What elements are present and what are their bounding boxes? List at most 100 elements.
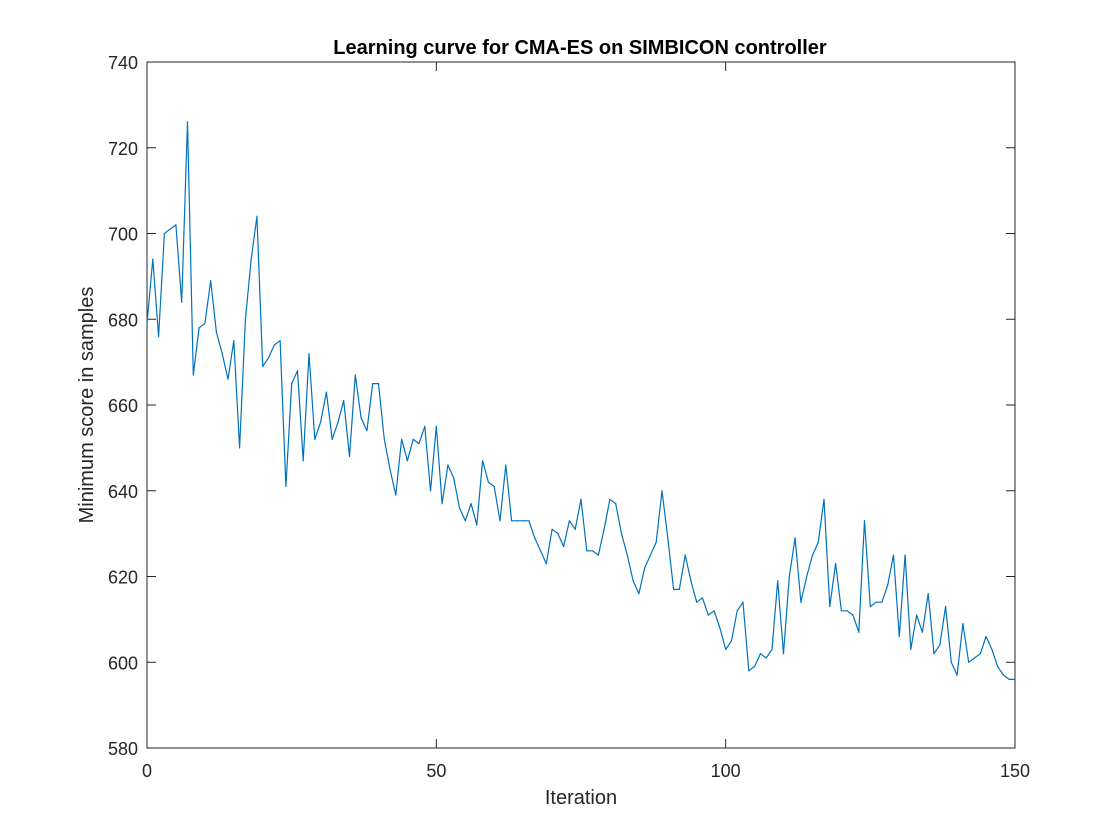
data-point (632, 580, 634, 582)
data-point (748, 670, 750, 672)
data-point (441, 503, 443, 505)
data-point (1008, 678, 1010, 681)
data-point (372, 382, 374, 385)
series-points-0 (146, 121, 1016, 681)
data-point (707, 614, 709, 616)
data-point (765, 657, 767, 659)
data-point (401, 438, 403, 440)
data-point (788, 575, 790, 578)
y-axis-label: Minimum score in samples (76, 287, 98, 524)
data-point (528, 520, 530, 522)
data-point (887, 584, 889, 586)
x-axis-label: Iteration (545, 787, 617, 809)
data-point (215, 331, 218, 333)
data-point (586, 550, 588, 552)
data-point (476, 524, 478, 526)
data-point (725, 648, 727, 650)
data-point (534, 537, 536, 539)
data-point (690, 580, 692, 582)
data-point (973, 657, 976, 659)
data-point (881, 601, 883, 603)
x-tick-label: 0 (142, 761, 152, 781)
data-point (464, 520, 466, 522)
data-point (563, 545, 565, 548)
x-tick-label: 150 (1000, 761, 1030, 781)
data-point (302, 460, 304, 462)
y-tick-label: 680 (108, 310, 138, 330)
data-point (794, 537, 796, 539)
data-point (429, 490, 432, 492)
data-point (672, 588, 675, 590)
data-point (435, 425, 437, 428)
x-tick-label: 50 (426, 761, 446, 781)
data-point (348, 455, 351, 458)
data-point (157, 335, 160, 337)
data-point (997, 665, 999, 668)
data-point (424, 425, 426, 428)
data-point (840, 610, 843, 612)
data-point (470, 503, 472, 505)
data-point (910, 648, 912, 650)
y-tick-label: 620 (108, 568, 138, 588)
data-point (557, 533, 559, 535)
data-point (678, 588, 680, 590)
data-point (227, 378, 229, 380)
data-point (482, 460, 484, 462)
data-point (458, 507, 461, 509)
data-point (777, 580, 779, 582)
data-point (904, 554, 906, 556)
data-point (412, 438, 414, 440)
data-point (331, 438, 333, 440)
data-point (250, 258, 252, 260)
data-point (644, 567, 646, 569)
data-point (447, 464, 449, 466)
data-point (256, 215, 258, 217)
data-point (210, 280, 212, 282)
data-point (603, 528, 605, 530)
data-point (823, 498, 825, 500)
data-point (152, 258, 154, 260)
data-point (389, 468, 391, 470)
data-point (863, 520, 866, 522)
data-point (759, 653, 761, 655)
data-point (933, 653, 935, 655)
data-point (800, 601, 802, 603)
data-point (754, 665, 756, 668)
data-point (713, 610, 715, 612)
data-point (198, 327, 200, 329)
data-point (499, 520, 501, 522)
data-point (493, 485, 495, 488)
data-point (638, 593, 640, 595)
data-point (395, 494, 397, 496)
data-point (285, 485, 287, 488)
data-point (771, 648, 773, 650)
data-point (927, 593, 929, 595)
data-point (962, 623, 964, 625)
data-point (875, 601, 877, 603)
data-point (979, 653, 981, 655)
data-point (233, 340, 235, 342)
data-point (192, 374, 194, 376)
data-point (626, 554, 628, 556)
data-point (620, 533, 623, 535)
data-point (221, 352, 223, 355)
data-point (782, 653, 785, 655)
data-point (551, 528, 553, 530)
data-point (1014, 678, 1016, 681)
data-point (742, 601, 744, 603)
data-point (325, 391, 327, 393)
data-point (846, 610, 848, 612)
data-point (296, 370, 299, 372)
data-point (574, 528, 576, 530)
data-point (181, 301, 183, 303)
data-point (238, 447, 241, 449)
data-point (858, 631, 860, 633)
data-point (505, 464, 507, 466)
data-point (360, 417, 362, 419)
data-point (262, 365, 264, 368)
data-point (163, 232, 165, 235)
data-point (204, 322, 206, 325)
y-tick-label: 600 (108, 653, 138, 673)
data-point (273, 344, 275, 346)
x-tick-label: 100 (711, 761, 741, 781)
